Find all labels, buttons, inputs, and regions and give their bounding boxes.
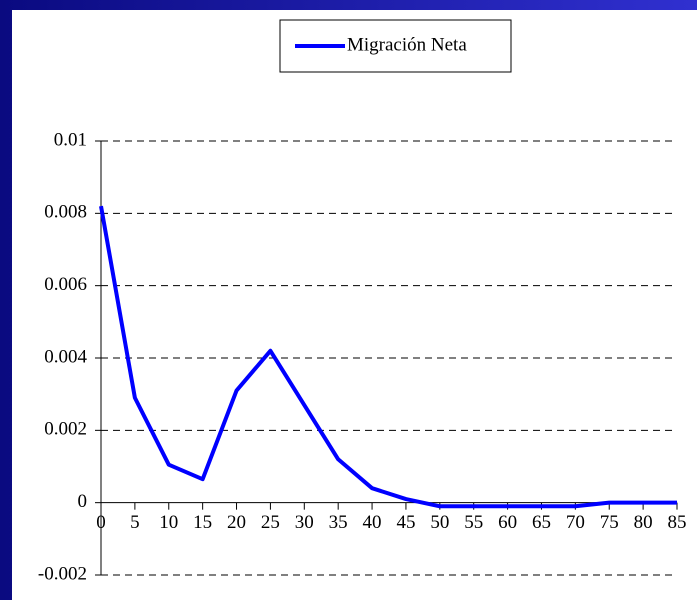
y-tick-label: 0 [78,491,88,512]
x-tick-label: 15 [193,512,212,533]
x-tick-label: 0 [96,512,106,533]
x-tick-label: 25 [261,512,280,533]
x-tick-label: 40 [363,512,382,533]
y-tick-label: 0.004 [44,346,87,367]
series-line [99,205,677,509]
x-tick-label: 35 [329,512,348,533]
x-tick-label: 65 [532,512,551,533]
x-tick-label: 70 [566,512,585,533]
x-tick-label: 5 [130,512,140,533]
x-tick-label: 75 [600,512,619,533]
x-tick-label: 10 [159,512,178,533]
y-tick-label: 0.01 [54,129,87,150]
x-tick-label: 45 [396,512,415,533]
x-tick-label: 80 [634,512,653,533]
x-tick-label: 85 [668,512,687,533]
x-tick-label: 60 [498,512,517,533]
legend-label: Migración Neta [347,34,467,55]
y-tick-label: 0.008 [44,202,87,223]
y-tick-label: 0.002 [44,419,87,440]
y-tick-label: -0.002 [38,563,87,584]
x-tick-label: 50 [430,512,449,533]
panel [12,10,697,600]
x-tick-label: 55 [464,512,483,533]
x-tick-label: 30 [295,512,314,533]
x-tick-label: 20 [227,512,246,533]
y-tick-label: 0.006 [44,274,87,295]
